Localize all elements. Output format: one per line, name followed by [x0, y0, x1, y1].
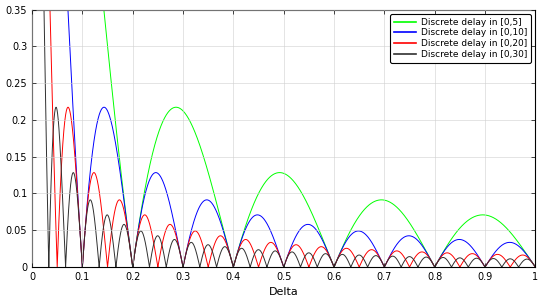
Discrete delay in [0,20] — [302, 255, 308, 259]
Line: Discrete delay in [0,30]: Discrete delay in [0,30] — [32, 0, 535, 267]
Discrete delay in [0,10] — [221, 234, 228, 238]
Discrete delay in [0,30] — [532, 265, 539, 269]
Discrete delay in [0,5] — [150, 149, 156, 153]
X-axis label: Delta: Delta — [269, 288, 299, 298]
Discrete delay in [0,5] — [403, 215, 409, 219]
Discrete delay in [0,5] — [221, 233, 228, 237]
Discrete delay in [0,10] — [332, 263, 338, 266]
Discrete delay in [0,30] — [332, 263, 338, 266]
Legend: Discrete delay in [0,5], Discrete delay in [0,10], Discrete delay in [0,20], Dis: Discrete delay in [0,5], Discrete delay … — [390, 14, 531, 63]
Discrete delay in [0,5] — [532, 265, 539, 269]
Discrete delay in [0,10] — [302, 223, 308, 227]
Line: Discrete delay in [0,10]: Discrete delay in [0,10] — [32, 0, 535, 267]
Discrete delay in [0,30] — [150, 245, 156, 248]
Discrete delay in [0,20] — [150, 238, 156, 242]
Discrete delay in [0,20] — [221, 238, 228, 242]
Discrete delay in [0,30] — [302, 254, 308, 258]
Discrete delay in [0,10] — [150, 172, 156, 176]
Discrete delay in [0,20] — [332, 263, 338, 266]
Discrete delay in [0,5] — [332, 263, 338, 266]
Discrete delay in [0,10] — [532, 265, 539, 269]
Discrete delay in [0,20] — [403, 258, 409, 261]
Discrete delay in [0,30] — [63, 251, 70, 255]
Line: Discrete delay in [0,20]: Discrete delay in [0,20] — [32, 0, 535, 267]
Discrete delay in [0,5] — [302, 198, 308, 201]
Discrete delay in [0,30] — [403, 258, 409, 261]
Discrete delay in [0,10] — [403, 235, 409, 238]
Line: Discrete delay in [0,5]: Discrete delay in [0,5] — [32, 0, 535, 267]
Discrete delay in [0,30] — [221, 245, 228, 248]
Discrete delay in [0,20] — [63, 109, 70, 113]
Discrete delay in [0,20] — [532, 265, 539, 269]
